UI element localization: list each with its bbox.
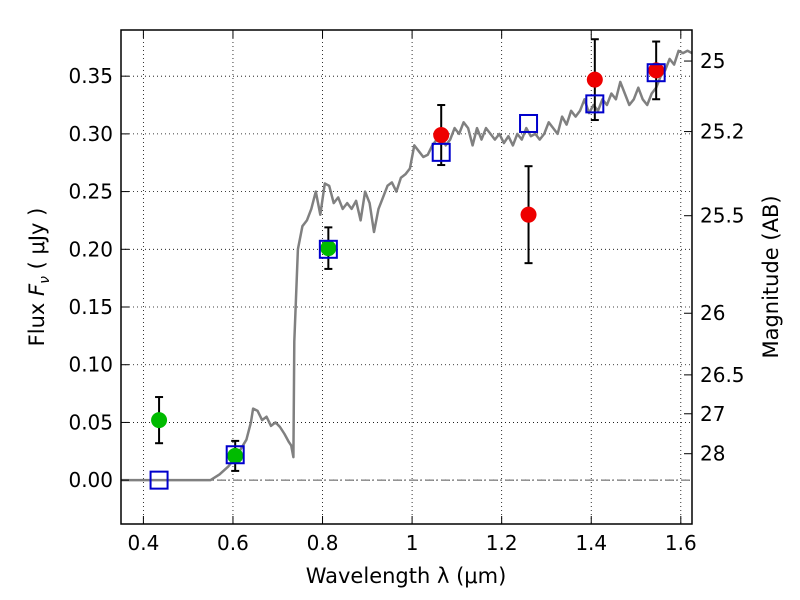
x-tick-label: 1 bbox=[406, 531, 419, 555]
y2-tick-label: 26 bbox=[700, 301, 725, 325]
x-tick-label: 1.2 bbox=[486, 531, 518, 555]
red-photometry-point bbox=[648, 62, 665, 79]
y-tick-label: 0.05 bbox=[68, 410, 113, 434]
y2-tick-label: 25 bbox=[700, 49, 725, 73]
model-flux-square bbox=[431, 142, 451, 162]
model-spectrum bbox=[121, 49, 693, 482]
x-tick-label: 0.4 bbox=[127, 531, 159, 555]
green-photometry-point bbox=[227, 447, 244, 464]
y-tick-label: 0.30 bbox=[68, 122, 113, 146]
red-photometry-point bbox=[586, 71, 603, 88]
y-tick-label: 0.10 bbox=[68, 353, 113, 377]
y2-tick-label: 27 bbox=[700, 402, 725, 426]
y-axis-title: Flux Fν ( μJy ) bbox=[25, 208, 53, 347]
x-tick-label: 0.8 bbox=[307, 531, 339, 555]
model-flux-square bbox=[646, 63, 666, 83]
y2-tick-label: 25.2 bbox=[700, 120, 745, 144]
green-photometry-point bbox=[151, 412, 168, 429]
x-tick-label: 1.6 bbox=[665, 531, 697, 555]
red-photometry-point bbox=[520, 206, 537, 223]
model-flux-square bbox=[149, 470, 169, 490]
y-tick-label: 0.20 bbox=[68, 237, 113, 261]
x-tick-label: 0.6 bbox=[217, 531, 249, 555]
axis-ticks bbox=[121, 30, 692, 524]
y-axis-title-symbol: F bbox=[25, 283, 49, 296]
model-flux-square bbox=[225, 445, 245, 465]
green-photometry-point bbox=[320, 240, 337, 257]
x-tick-label: 1.4 bbox=[575, 531, 607, 555]
model-flux-square bbox=[519, 113, 539, 133]
x-axis-title: Wavelength λ (μm) bbox=[306, 564, 507, 588]
model-flux-square bbox=[585, 94, 605, 114]
data-markers bbox=[149, 62, 666, 490]
y2-tick-label: 28 bbox=[700, 442, 725, 466]
y2-axis-title: Magnitude (AB) bbox=[759, 195, 783, 358]
y-axis-title-prefix: Flux bbox=[25, 296, 49, 346]
y-tick-label: 0.25 bbox=[68, 180, 113, 204]
tick-labels: 0.4 0.6 0.8 1 1.2 1.4 1.6 0.00 0.05 0.10 0.15 0.20 0… bbox=[68, 49, 744, 555]
y-tick-label: 0.35 bbox=[68, 64, 113, 88]
y2-tick-label: 25.5 bbox=[700, 204, 745, 228]
y-tick-label: 0.15 bbox=[68, 295, 113, 319]
red-photometry-point bbox=[433, 127, 450, 144]
model-flux-square bbox=[318, 239, 338, 259]
y2-tick-label: 26.5 bbox=[700, 363, 745, 387]
plot-frame bbox=[120, 29, 693, 525]
model-spectrum-line bbox=[121, 49, 693, 482]
y-tick-label: 0.00 bbox=[68, 468, 113, 492]
y-axis-title-subscript: ν bbox=[37, 276, 53, 284]
y-axis-title-suffix: ( μJy ) bbox=[25, 208, 49, 276]
